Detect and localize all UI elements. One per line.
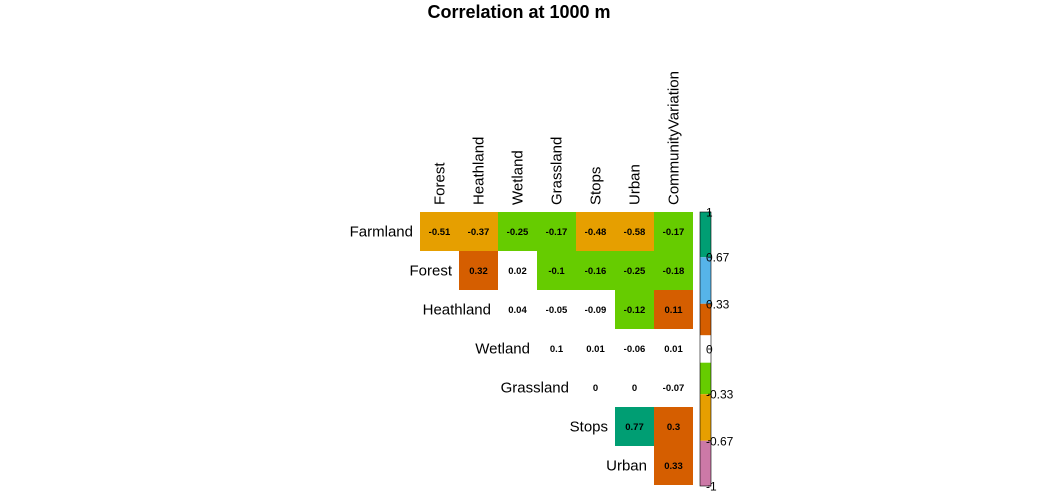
row-label-wetland: Wetland (475, 341, 530, 358)
legend-tick-label: 0.67 (706, 251, 730, 265)
cell-heathland-urban (615, 290, 654, 329)
cell-value-label: -0.12 (624, 305, 646, 316)
cell-wetland-stops (576, 329, 615, 368)
legend-tick-label: -0.33 (706, 388, 734, 402)
cell-stops-urban (615, 407, 654, 446)
cell-heathland-wetland (498, 290, 537, 329)
cell-value-label: 0.11 (665, 305, 684, 316)
column-label-heathland: Heathland (471, 137, 488, 205)
chart-title: Correlation at 1000 m (427, 2, 610, 22)
cell-farmland-heathland (459, 212, 498, 251)
cell-forest-stops (576, 251, 615, 290)
cell-wetland-grassland (537, 329, 576, 368)
cell-urban-communityvariation (654, 446, 693, 485)
cell-value-label: -0.06 (624, 344, 646, 355)
cell-farmland-stops (576, 212, 615, 251)
legend-bin-0 (700, 212, 711, 258)
cell-value-label: -0.07 (663, 383, 685, 394)
cell-heathland-grassland (537, 290, 576, 329)
color-legend: 1 0.67 0.33 0 -0.33 -0.67 -1 (699, 206, 734, 494)
cell-forest-urban (615, 251, 654, 290)
column-label-forest: Forest (432, 162, 449, 205)
cell-value-label: -0.17 (663, 227, 685, 238)
heatmap-cells: -0.51 -0.37 -0.25 -0.17 -0.48 -0.58 -0.17 0.32 0… (420, 212, 693, 485)
legend-bin-2 (700, 303, 711, 336)
row-label-stops: Stops (570, 419, 608, 436)
cell-value-label: 0.1 (550, 344, 564, 355)
cell-value-label: -0.25 (624, 266, 646, 277)
cell-value-label: -0.18 (663, 266, 685, 277)
cell-farmland-grassland (537, 212, 576, 251)
cell-value-label: 0.33 (664, 461, 683, 472)
column-label-grassland: Grassland (549, 137, 566, 205)
cell-wetland-communityvariation (654, 329, 693, 368)
legend-tick-label: -0.67 (706, 434, 734, 448)
cell-value-label: -0.25 (507, 227, 529, 238)
legend-tick-label: 1 (706, 206, 713, 220)
cell-farmland-communityvariation (654, 212, 693, 251)
legend-bin-4 (700, 362, 711, 395)
legend-tick-label: -1 (706, 480, 717, 494)
cell-value-label: -0.16 (585, 266, 607, 277)
legend-bin-3 (700, 335, 711, 363)
legend-bin-5 (700, 394, 711, 441)
legend-bin-1 (700, 257, 711, 304)
row-label-grassland: Grassland (501, 380, 569, 397)
row-label-farmland: Farmland (350, 224, 413, 241)
cell-value-label: 0.32 (469, 266, 488, 277)
cell-value-label: -0.51 (429, 227, 451, 238)
legend-tick-label: 0.33 (706, 297, 730, 311)
cell-farmland-urban (615, 212, 654, 251)
cell-heathland-stops (576, 290, 615, 329)
cell-heathland-communityvariation (654, 290, 693, 329)
row-label-urban: Urban (606, 458, 647, 475)
cell-grassland-stops (576, 368, 615, 407)
legend-tick-label: 0 (706, 343, 713, 357)
cell-value-label: -0.1 (548, 266, 565, 277)
cell-stops-communityvariation (654, 407, 693, 446)
cell-farmland-wetland (498, 212, 537, 251)
cell-value-label: -0.37 (468, 227, 490, 238)
cell-value-label: 0.3 (667, 422, 680, 433)
column-label-communityvariation: CommunityVariation (666, 71, 683, 205)
cell-forest-wetland (498, 251, 537, 290)
cell-forest-grassland (537, 251, 576, 290)
cell-value-label: 0.77 (625, 422, 644, 433)
cell-value-label: 0.02 (508, 266, 527, 277)
row-label-forest: Forest (409, 263, 452, 280)
row-label-heathland: Heathland (423, 302, 491, 319)
column-label-stops: Stops (588, 167, 605, 205)
cell-farmland-forest (420, 212, 459, 251)
column-label-wetland: Wetland (510, 150, 527, 205)
cell-value-label: -0.48 (585, 227, 607, 238)
row-labels: Farmland Forest Heathland Wetland Grassland S… (350, 224, 647, 475)
column-label-urban: Urban (627, 164, 644, 205)
column-labels: Forest Heathland Wetland Grassland Stops Urba… (432, 71, 683, 205)
cell-value-label: -0.09 (585, 305, 607, 316)
cell-value-label: -0.17 (546, 227, 568, 238)
legend-bin-6 (700, 440, 711, 486)
cell-value-label: 0.01 (586, 344, 605, 355)
cell-grassland-communityvariation (654, 368, 693, 407)
cell-forest-communityvariation (654, 251, 693, 290)
cell-forest-heathland (459, 251, 498, 290)
cell-value-label: 0.01 (664, 344, 683, 355)
cell-wetland-urban (615, 329, 654, 368)
cell-value-label: 0 (593, 383, 598, 394)
cell-value-label: 0 (632, 383, 637, 394)
cell-value-label: -0.05 (546, 305, 568, 316)
cell-value-label: 0.04 (508, 305, 527, 316)
cell-grassland-urban (615, 368, 654, 407)
cell-value-label: -0.58 (624, 227, 646, 238)
